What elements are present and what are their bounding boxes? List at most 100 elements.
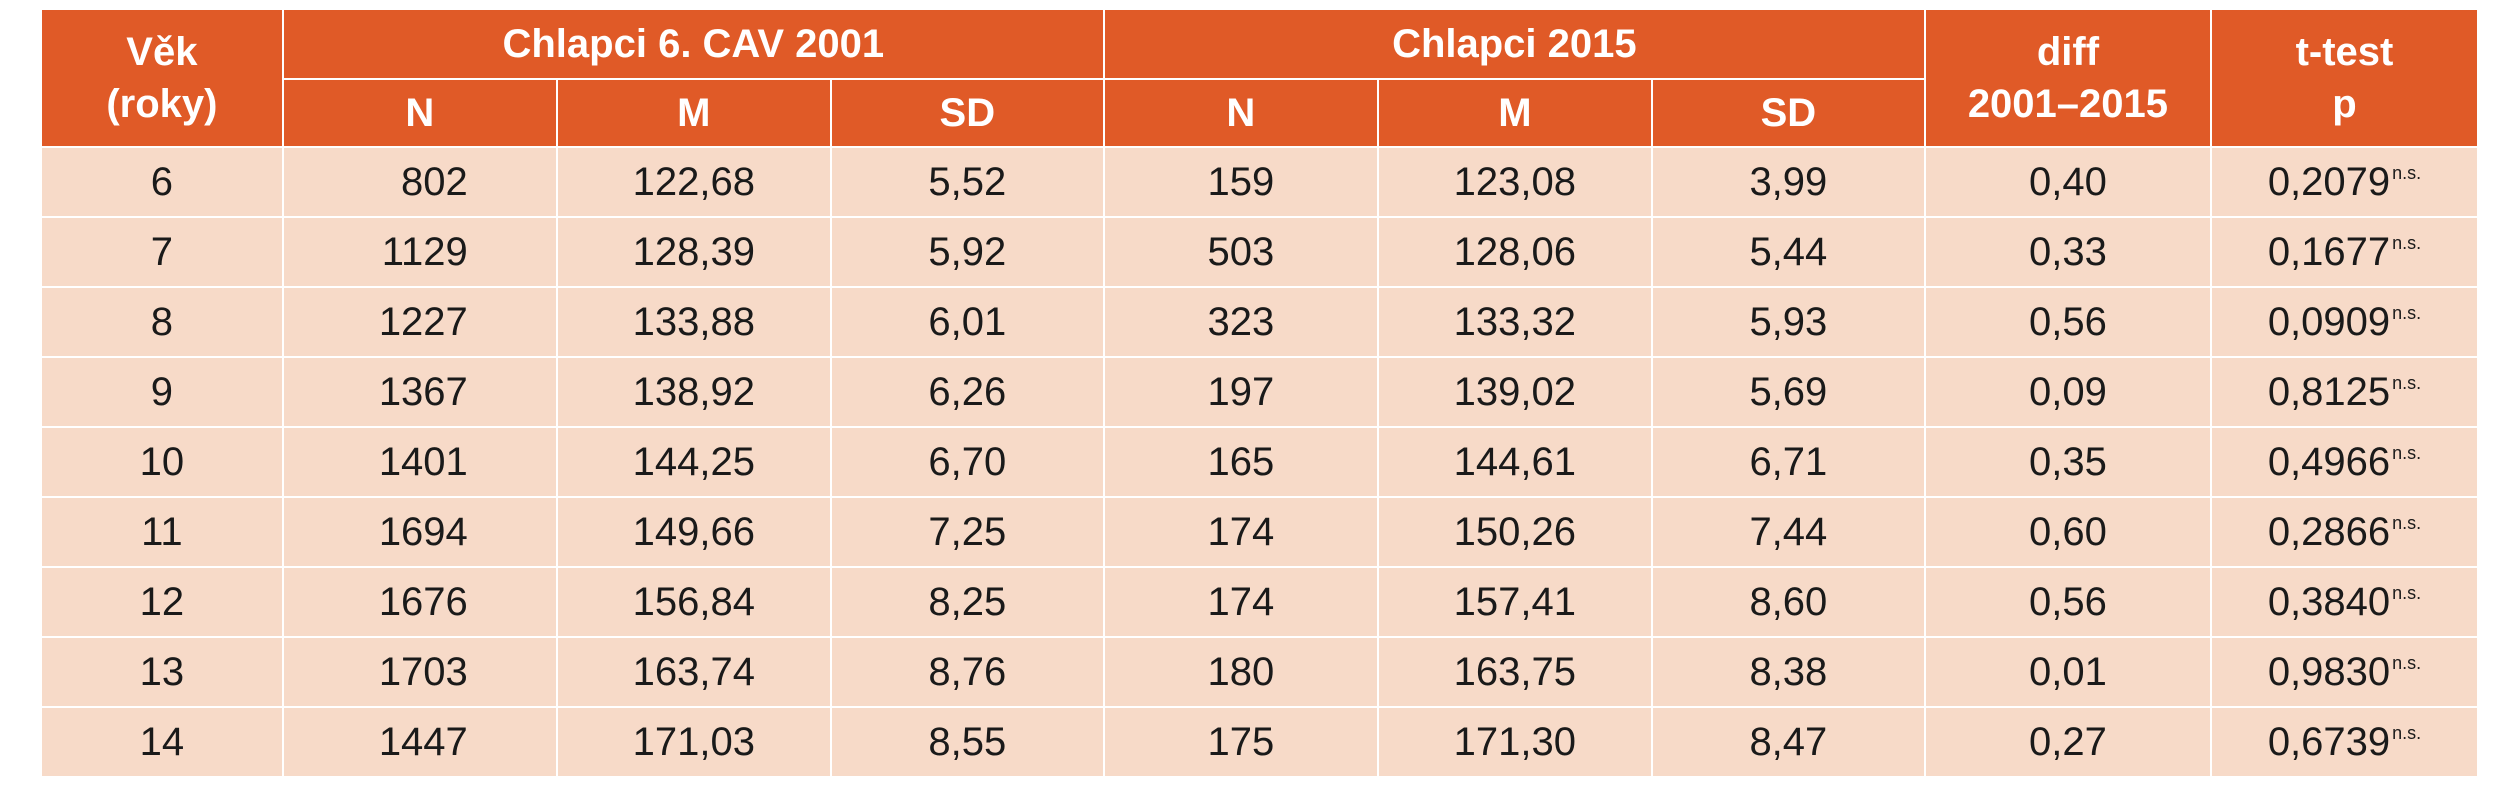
cell-diff: 0,60 [1923,496,2212,568]
cell-p: 0,8125 n.s. [2209,356,2480,428]
cell-m-2001: 156,84 [555,566,832,638]
table-row: 13 1703 163,74 8,76 180 163,75 8,38 0,01… [40,636,2480,708]
header-ttest-line2: p [2332,82,2357,126]
cell-n-2001: 1694 [281,496,558,568]
significance-mark: n.s. [2392,162,2422,183]
cell-n-2015: 197 [1102,356,1379,428]
cell-m-2001: 138,92 [555,356,832,428]
data-table-container: Věk (roky) Chlapci 6. CAV 2001 Chlapci 2… [40,8,2480,778]
cell-p: 0,4966 n.s. [2209,426,2480,498]
cell-n-2001: 1676 [281,566,558,638]
significance-mark: n.s. [2392,372,2422,393]
p-value: 0,1677 [2267,229,2391,274]
cell-n-2001: 1447 [281,706,558,778]
cell-n-2001: 1129 [281,216,558,288]
cell-age: 6 [40,146,284,218]
cell-n-2015: 159 [1102,146,1379,218]
cell-sd-2015: 3,99 [1650,146,1926,218]
cell-age: 11 [40,496,284,568]
p-value: 0,8125 [2267,369,2391,414]
cell-sd-2001: 5,92 [829,216,1105,288]
cell-m-2001: 163,74 [555,636,832,708]
cell-diff: 0,56 [1923,286,2212,358]
significance-mark: n.s. [2392,652,2422,673]
header-group-2001: Chlapci 6. CAV 2001 [281,8,1105,80]
cell-age: 7 [40,216,284,288]
cell-m-2015: 157,41 [1376,566,1653,638]
header-row-groups: Věk (roky) Chlapci 6. CAV 2001 Chlapci 2… [40,8,2480,148]
cell-age: 10 [40,426,284,498]
cell-sd-2001: 7,25 [829,496,1105,568]
cell-p: 0,9830 n.s. [2209,636,2480,708]
cell-p: 0,3840 n.s. [2209,566,2480,638]
cell-m-2015: 150,26 [1376,496,1653,568]
cell-sd-2001: 6,01 [829,286,1105,358]
cell-n-2015: 165 [1102,426,1379,498]
p-value: 0,4966 [2267,439,2391,484]
table-row: 9 1367 138,92 6,26 197 139,02 5,69 0,09 … [40,356,2480,428]
cell-n-2015: 174 [1102,566,1379,638]
cell-p: 0,1677 n.s. [2209,216,2480,288]
header-n-2001: N [281,78,558,148]
cell-diff: 0,27 [1923,706,2212,778]
cell-age: 13 [40,636,284,708]
table-row: 11 1694 149,66 7,25 174 150,26 7,44 0,60… [40,496,2480,568]
significance-mark: n.s. [2392,232,2422,253]
cell-n-2015: 174 [1102,496,1379,568]
cell-diff: 0,33 [1923,216,2212,288]
header-ttest: t-test p [2209,8,2480,148]
cell-m-2001: 128,39 [555,216,832,288]
header-group-2015: Chlapci 2015 [1102,8,1926,80]
table-row: 6 802 122,68 5,52 159 123,08 3,99 0,40 0… [40,146,2480,218]
cell-sd-2015: 8,60 [1650,566,1926,638]
cell-n-2001: 1703 [281,636,558,708]
cell-m-2001: 133,88 [555,286,832,358]
header-row-columns: N M SD N M SD [41,78,2478,148]
cell-n-2001: 1401 [281,426,558,498]
table-header: Věk (roky) Chlapci 6. CAV 2001 Chlapci 2… [40,8,2480,148]
significance-mark: n.s. [2392,582,2422,603]
cell-age: 14 [40,706,284,778]
table-row: 12 1676 156,84 8,25 174 157,41 8,60 0,56… [40,566,2480,638]
cell-sd-2001: 8,25 [829,566,1105,638]
cell-m-2001: 149,66 [555,496,832,568]
table-row: 14 1447 171,03 8,55 175 171,30 8,47 0,27… [40,706,2480,778]
cell-m-2015: 163,75 [1376,636,1653,708]
cell-n-2015: 323 [1102,286,1379,358]
cell-n-2001: 1227 [281,286,558,358]
header-diff: diff 2001–2015 [1923,8,2212,148]
cell-sd-2001: 8,55 [829,706,1105,778]
table-row: 10 1401 144,25 6,70 165 144,61 6,71 0,35… [40,426,2480,498]
significance-mark: n.s. [2392,512,2422,533]
cell-n-2015: 180 [1102,636,1379,708]
header-ttest-line1: t-test [2295,30,2394,74]
cell-p: 0,2079 n.s. [2209,146,2480,218]
table-row: 7 1129 128,39 5,92 503 128,06 5,44 0,33 … [40,216,2480,288]
cell-m-2015: 139,02 [1376,356,1653,428]
header-age-line1: Věk [126,30,198,74]
cell-p: 0,6739 n.s. [2209,706,2480,778]
cell-sd-2015: 5,69 [1650,356,1926,428]
header-m-2001: M [555,78,832,148]
cell-n-2015: 503 [1102,216,1379,288]
p-value: 0,3840 [2267,579,2391,624]
cell-diff: 0,56 [1923,566,2212,638]
cell-m-2001: 171,03 [555,706,832,778]
cell-age: 8 [40,286,284,358]
cell-sd-2001: 8,76 [829,636,1105,708]
cell-n-2001: 802 [281,146,558,218]
cell-sd-2001: 6,70 [829,426,1105,498]
header-age-line2: (roky) [106,82,218,126]
header-m-2015: M [1376,78,1653,148]
cell-sd-2015: 8,38 [1650,636,1926,708]
cell-sd-2015: 5,93 [1650,286,1926,358]
cell-diff: 0,01 [1923,636,2212,708]
cell-m-2015: 123,08 [1376,146,1653,218]
p-value: 0,0909 [2267,299,2391,344]
cell-diff: 0,40 [1923,146,2212,218]
header-n-2015: N [1102,78,1379,148]
cell-diff: 0,09 [1923,356,2212,428]
cell-n-2001: 1367 [281,356,558,428]
cell-m-2001: 122,68 [555,146,832,218]
cell-m-2015: 133,32 [1376,286,1653,358]
